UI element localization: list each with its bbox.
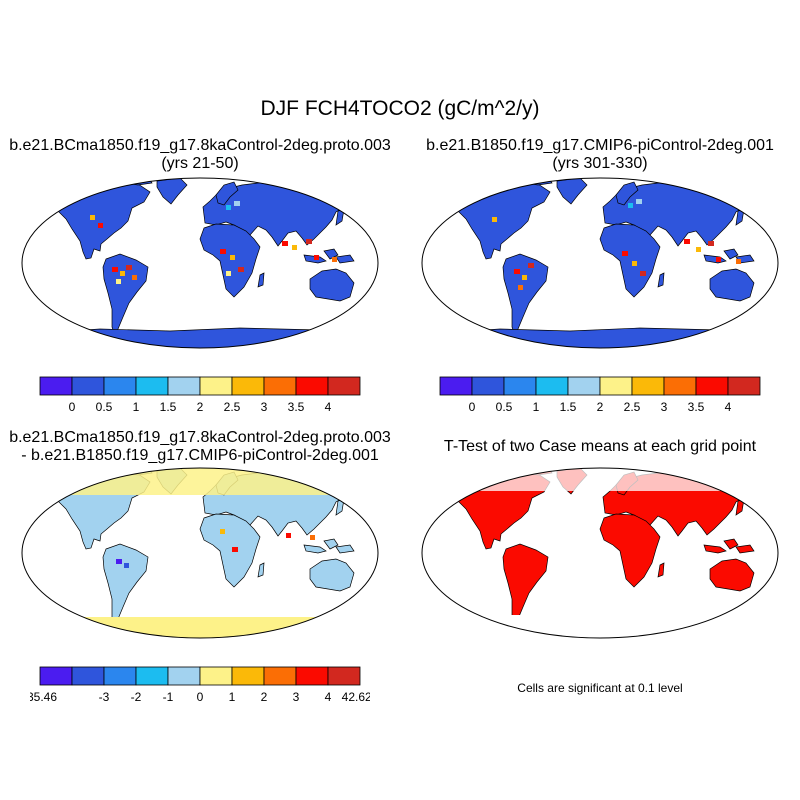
colorbar-label: 1 [229,690,236,704]
significance-note: Cells are significant at 0.1 level [517,681,683,695]
colorbar-box [631,376,665,396]
colorbar-label: 1 [533,400,540,414]
colorbar-box [263,666,297,686]
colorbar-boxes [439,376,761,396]
colorbar-labels: 0 0.5 1 1.5 2 2.5 3 3.5 4 [69,400,332,414]
panel-diff-title-line1: b.e21.BCma1850.f19_g17.8kaControl-2deg.p… [9,429,391,446]
map-case1 [21,177,379,349]
colorbar-box [103,376,137,396]
panel-case2-title-line2: (yrs 301-330) [552,155,648,172]
colorbar-box [231,376,265,396]
colorbar-box [327,666,361,686]
colorbar-label: 2 [197,400,204,414]
panel-ttest-title: T-Test of two Case means at each grid po… [400,438,800,456]
ocean [22,178,378,348]
anomaly-cells [116,529,315,568]
non-significant-south [422,615,778,638]
ocean [422,178,778,348]
colorbar-case1: 0 0.5 1 1.5 2 2.5 3 3.5 4 [39,376,361,414]
colorbar-box [199,376,233,396]
colorbar-label: 0.5 [96,400,113,414]
colorbar-box [439,376,473,396]
globe-outline [421,177,779,349]
colorbar-box [567,376,601,396]
colorbar-label: 3.5 [288,400,305,414]
colorbar-label: 4 [325,690,332,704]
antarctic-band [22,617,378,638]
colorbar-label: 3 [261,400,268,414]
colorbar-box [103,666,137,686]
colorbar-label: 2.5 [624,400,641,414]
colorbar-box [167,666,201,686]
colorbar-box [503,376,537,396]
colorbar-label: -35.46 [30,690,57,704]
panel-diff-title-line2: - b.e21.B1850.f19_g17.CMIP6-piControl-2d… [21,447,379,464]
colorbar-labels: 0 0.5 1 1.5 2 2.5 3 3.5 4 [469,400,732,414]
colorbar-label: 0 [69,400,76,414]
non-significant-north [422,468,778,491]
colorbar-label: -2 [131,690,142,704]
colorbar-label: 2.5 [224,400,241,414]
colorbar-box [695,376,729,396]
globe-outline [421,467,779,639]
colorbar-label: 2 [261,690,268,704]
map-case2 [421,177,779,349]
panel-case1-title-line2: (yrs 21-50) [161,155,239,172]
colorbar-box [71,666,105,686]
colorbar-box [295,666,329,686]
colorbar-label: 0 [469,400,476,414]
colorbar-box [727,376,761,396]
colorbar-box [71,376,105,396]
colorbar-box [295,376,329,396]
colorbar-box [535,376,569,396]
colorbar-label: 2 [597,400,604,414]
colorbar-label: 4 [325,400,332,414]
colorbar-box [263,376,297,396]
colorbar-box [599,376,633,396]
hotspot-cells [90,201,337,284]
colorbar-box [39,376,73,396]
colorbar-box [135,376,169,396]
colorbar-box [199,666,233,686]
colorbar-box [471,376,505,396]
colorbar-box [167,376,201,396]
globe-outline [21,177,379,349]
colorbar-label: 0.5 [496,400,513,414]
panel-case1-title: b.e21.BCma1850.f19_g17.8kaControl-2deg.p… [0,137,400,173]
colorbar-label: 4 [725,400,732,414]
panel-case1-title-line1: b.e21.BCma1850.f19_g17.8kaControl-2deg.p… [9,137,391,154]
colorbar-boxes [39,666,361,686]
colorbar-label: 1.5 [160,400,177,414]
colorbar-label: 1.5 [560,400,577,414]
colorbar-labels: -35.46 -3 -2 -1 0 1 2 3 4 42.629 [30,690,370,704]
panel-diff-title: b.e21.BCma1850.f19_g17.8kaControl-2deg.p… [0,429,400,465]
globe-outline [21,467,379,639]
colorbar-label: 0 [197,690,204,704]
colorbar-box [663,376,697,396]
main-title: DJF FCH4TOCO2 (gC/m^2/y) [260,97,540,120]
hotspot-cells [492,199,741,290]
colorbar-label: -3 [99,690,110,704]
colorbar-box [231,666,265,686]
colorbar-label: 3.5 [688,400,705,414]
colorbar-label: 3 [661,400,668,414]
colorbar-label: 3 [293,690,300,704]
colorbar-boxes [39,376,361,396]
colorbar-box [135,666,169,686]
colorbar-case2: 0 0.5 1 1.5 2 2.5 3 3.5 4 [439,376,761,414]
colorbar-label: -1 [163,690,174,704]
panel-case2-title-line1: b.e21.B1850.f19_g17.CMIP6-piControl-2deg… [426,137,774,154]
map-diff [21,467,379,639]
colorbar-box [327,376,361,396]
colorbar-box [39,666,73,686]
panel-case2-title: b.e21.B1850.f19_g17.CMIP6-piControl-2deg… [400,137,800,173]
colorbar-label: 42.629 [342,690,370,704]
high-latitude-band [22,468,378,495]
map-ttest [421,467,779,639]
colorbar-diff: -35.46 -3 -2 -1 0 1 2 3 4 42.629 [30,666,370,704]
panel-ttest-title-line1: T-Test of two Case means at each grid po… [443,438,757,455]
colorbar-label: 1 [133,400,140,414]
